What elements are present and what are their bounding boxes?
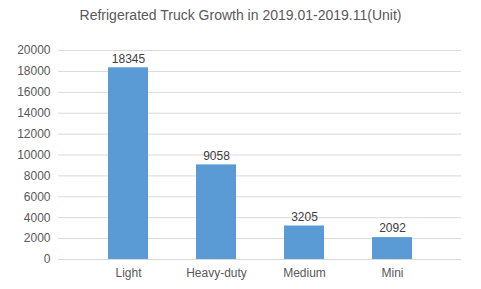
svg-text:20000: 20000 xyxy=(17,43,51,57)
svg-text:2092: 2092 xyxy=(379,221,406,235)
html-text:Refrigerated Truck Growth in 2: Refrigerated Truck Growth in 2019.01-201… xyxy=(79,7,402,23)
svg-text:4000: 4000 xyxy=(24,211,51,225)
svg-text:Heavy-duty: Heavy-duty xyxy=(186,266,247,280)
svg-text:9058: 9058 xyxy=(203,149,230,163)
svg-text:2000: 2000 xyxy=(24,231,51,245)
svg-text:12000: 12000 xyxy=(17,127,51,141)
svg-text:8000: 8000 xyxy=(24,169,51,183)
svg-text:16000: 16000 xyxy=(17,85,51,99)
svg-text:Mini: Mini xyxy=(381,266,403,280)
svg-text:6000: 6000 xyxy=(24,190,51,204)
svg-text:10000: 10000 xyxy=(17,148,51,162)
svg-text:0: 0 xyxy=(44,252,51,266)
svg-text:3205: 3205 xyxy=(291,210,318,224)
svg-text:18345: 18345 xyxy=(112,52,146,66)
svg-text:Light: Light xyxy=(115,266,142,280)
svg-text:14000: 14000 xyxy=(17,106,51,120)
svg-text:Medium: Medium xyxy=(283,266,326,280)
svg-text:18000: 18000 xyxy=(17,64,51,78)
